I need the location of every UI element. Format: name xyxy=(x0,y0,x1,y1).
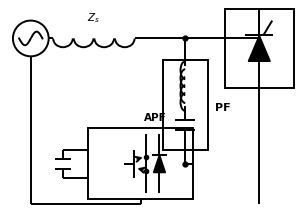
Text: $Z_s$: $Z_s$ xyxy=(87,11,100,25)
Polygon shape xyxy=(154,155,166,173)
Text: PF: PF xyxy=(215,103,230,113)
Bar xyxy=(225,9,294,88)
Text: APF: APF xyxy=(144,113,166,123)
Bar xyxy=(163,60,208,150)
Bar xyxy=(88,128,193,199)
Polygon shape xyxy=(248,35,270,61)
